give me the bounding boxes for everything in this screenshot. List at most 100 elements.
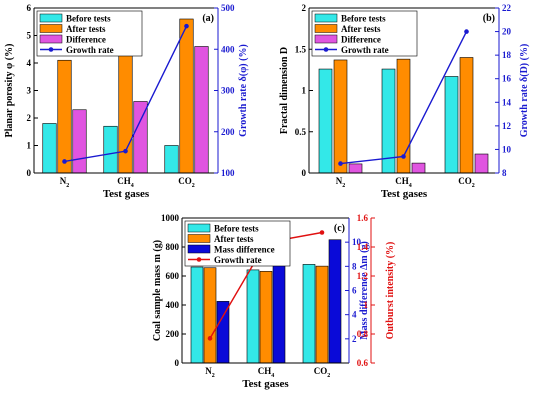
legend-swatch-3	[39, 34, 63, 44]
legend-label-3: Difference	[66, 35, 106, 45]
bar-3-1	[348, 163, 363, 174]
y2-tick-label-8: 22	[502, 3, 512, 13]
legend-swatch-1	[39, 13, 63, 23]
y3-tick-label-1: 0.6	[357, 358, 369, 368]
y-tick-label-4: 600	[166, 271, 180, 281]
y2-tick-label-2: 4	[352, 310, 357, 320]
series-point-4-1	[338, 161, 343, 166]
bar-1-1	[42, 123, 57, 174]
bar-1-2	[103, 125, 118, 174]
bar-2-2	[259, 271, 273, 364]
y-tick-label-2: 0.5	[295, 127, 307, 137]
legend-marker-4	[323, 47, 329, 52]
x-tick-label-1: N2	[336, 176, 346, 189]
y2-tick-label-1: 2	[352, 334, 357, 344]
y2-tick-label-3: 6	[352, 286, 357, 296]
bar-3-2	[272, 250, 286, 364]
x-axis-label: Test gases	[103, 188, 150, 200]
legend-swatch-3	[314, 34, 338, 44]
y3-tick-label-6: 1.6	[357, 213, 369, 223]
y2-tick-label-2: 10	[502, 144, 512, 154]
legend-label-1: Before tests	[66, 14, 111, 24]
chart-panel-1: 0 1 2 3 4 5 6 100 200 300 400 500 N2 CH4 CO2 Test gases…	[4, 3, 249, 200]
bar-2-2	[118, 54, 133, 174]
panel-label: (a)	[202, 13, 214, 24]
y3-tick-label-3: 1	[364, 300, 369, 310]
series-point-4-1	[62, 159, 67, 164]
x-tick-label-2: CH4	[117, 176, 134, 189]
legend-marker-4	[196, 257, 202, 262]
y2-axis-label: Growth rate δ(φ) (%)	[238, 44, 249, 137]
panel-label: (b)	[483, 13, 495, 24]
y2-axis-label: Mass difference Δm (g)	[359, 241, 370, 340]
bar-3-2	[411, 162, 426, 174]
y-tick-label-2: 200	[166, 329, 180, 339]
legend-label-2: After tests	[66, 24, 106, 34]
y2-axis-label: Growth rate δ(D) (%)	[519, 44, 530, 138]
legend-label-3: Difference	[341, 35, 381, 45]
y3-axis-label: Outburst intensity (%)	[385, 242, 396, 340]
series-point-4-2	[401, 154, 406, 159]
bar-1-1	[318, 68, 333, 174]
legend-swatch-2	[187, 234, 211, 243]
y2-tick-label-7: 20	[502, 27, 512, 37]
legend-label-4: Growth rate	[341, 45, 389, 55]
x-tick-label-3: CO2	[314, 366, 331, 379]
x-tick-label-2: CH4	[258, 366, 275, 379]
y-axis-label: Fractal dimension D	[279, 47, 290, 134]
legend-swatch-1	[187, 223, 211, 233]
bar-2-1	[57, 59, 72, 174]
y-tick-label-4: 1.5	[295, 44, 307, 54]
series-point-4-3	[184, 23, 189, 29]
bar-3-3	[474, 153, 489, 174]
y2-tick-label-2: 200	[221, 127, 235, 137]
y-axis-label: Planar porosity φ (%)	[4, 44, 15, 138]
y2-tick-label-4: 14	[502, 97, 512, 107]
legend-label-4: Growth rate	[66, 45, 114, 55]
y2-tick-label-3: 12	[502, 121, 512, 131]
series-point-4-1	[207, 336, 213, 341]
y3-tick-label-4: 1.2	[357, 271, 369, 281]
x-tick-label-3: CO2	[178, 176, 195, 189]
y2-tick-label-1: 100	[221, 168, 235, 178]
bar-3-3	[328, 239, 342, 364]
x-tick-label-1: N2	[60, 176, 70, 189]
y-tick-label-6: 5	[27, 31, 32, 41]
x-tick-label-1: N2	[205, 366, 215, 379]
legend-label-1: Before tests	[214, 224, 259, 234]
bar-1-3	[444, 76, 459, 174]
bar-1-3	[164, 145, 179, 174]
chart-panel-2: 0 0.5 1 1.5 2 8 10 12 14 16 18 20 22 N2 CH4 CO2 Test gas…	[279, 3, 530, 200]
legend-label-1: Before tests	[341, 14, 386, 24]
y-tick-label-3: 2	[27, 113, 32, 123]
y3-tick-label-2: 0.8	[357, 329, 369, 339]
legend-label-3: Mass difference	[214, 245, 275, 255]
bar-2-3	[459, 57, 474, 174]
panel-label: (c)	[334, 223, 345, 234]
legend-swatch-2	[314, 24, 338, 33]
y2-tick-label-1: 8	[502, 168, 507, 178]
y-tick-label-2: 1	[27, 141, 32, 151]
legend-marker-4	[48, 47, 54, 52]
bar-1-1	[190, 266, 204, 364]
bar-2-3	[179, 18, 194, 174]
y-tick-label-6: 1000	[161, 213, 180, 223]
y2-tick-label-5: 10	[352, 237, 362, 247]
y-tick-label-3: 400	[166, 300, 180, 310]
y-tick-label-1: 0	[175, 358, 180, 368]
y2-tick-label-4: 400	[221, 44, 235, 54]
y2-tick-label-3: 300	[221, 86, 235, 96]
chart-panel-3: 0 200 400 600 800 1000 2 4 6 8 10 N2 CH4 CO2 Test gase…	[152, 213, 396, 390]
legend-label-2: After tests	[341, 24, 381, 34]
y-axis-label: Coal sample mass m (g)	[152, 240, 163, 341]
y-tick-label-1: 0	[302, 168, 307, 178]
bar-1-2	[246, 269, 260, 364]
bar-2-1	[333, 59, 348, 174]
legend-label-4: Growth rate	[214, 255, 262, 265]
y2-tick-label-5: 16	[502, 74, 512, 84]
y2-tick-label-4: 8	[352, 261, 357, 271]
